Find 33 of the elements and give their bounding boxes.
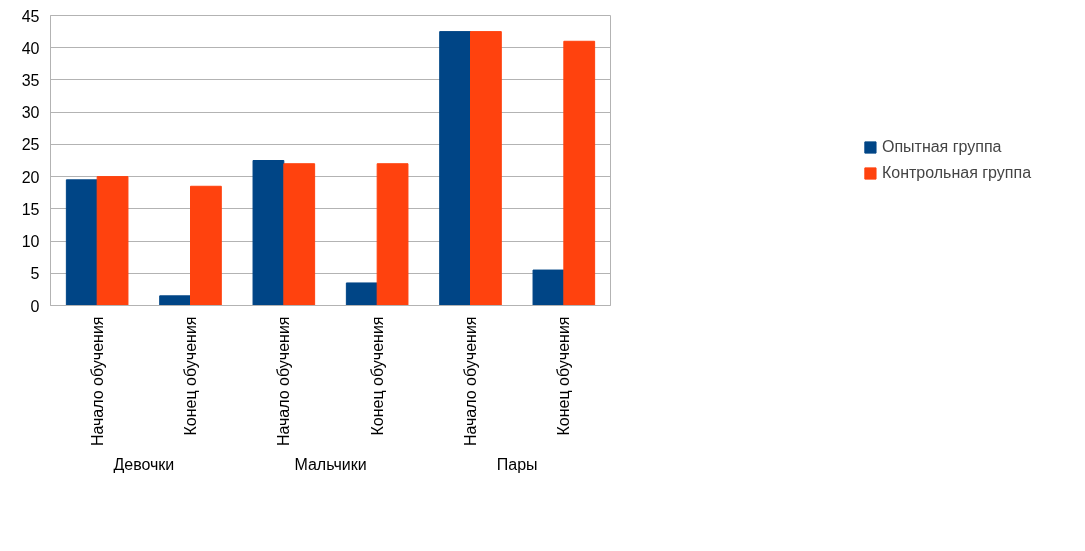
y-tick-label: 0 (30, 297, 40, 315)
y-tick-label: 15 (21, 200, 40, 218)
y-tick-label: 5 (30, 265, 40, 283)
bar (470, 31, 502, 306)
x-tick-label: Начало обучения (275, 316, 293, 447)
bar (376, 163, 409, 306)
bar (159, 295, 191, 306)
y-tick-label: 30 (21, 104, 40, 122)
y-tick-label: 40 (21, 39, 40, 57)
bar (345, 282, 378, 306)
y-tick-label: 35 (21, 71, 40, 89)
y-tick-label: 20 (21, 168, 40, 186)
y-tick-label: 10 (21, 233, 40, 251)
bar (532, 269, 565, 306)
bar (96, 176, 129, 306)
bar (252, 160, 285, 306)
text: Мальчики (294, 455, 367, 473)
bar (283, 163, 316, 306)
legend-label: Опытная группа (881, 138, 1002, 156)
x-tick-label: Конец обучения (368, 316, 386, 436)
x-tick-label: Конец обучения (182, 316, 199, 436)
legend-label: Контрольная группа (881, 164, 1032, 182)
bar (65, 179, 98, 306)
text: Девочки (113, 455, 175, 473)
x-tick-label: Начало обучения (462, 316, 479, 447)
text: Пары (496, 455, 538, 473)
x-tick-label: Начало обучения (88, 316, 106, 447)
x-tick-label: Конец обучения (555, 316, 573, 436)
bar (190, 185, 222, 306)
bar (439, 31, 471, 306)
y-tick-label: 25 (21, 136, 40, 154)
bar (563, 40, 596, 306)
y-tick-label: 45 (21, 7, 40, 25)
